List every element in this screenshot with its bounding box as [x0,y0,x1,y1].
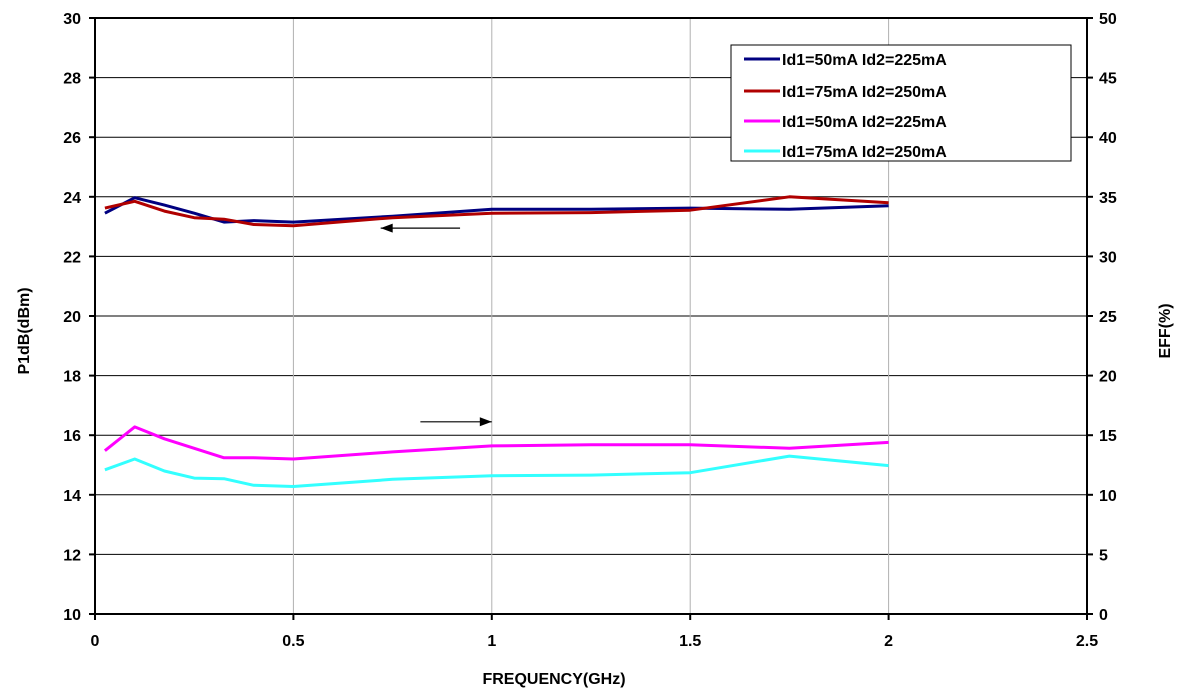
annotation-layer [380,223,492,427]
y-tick-label: 20 [63,309,81,326]
x-tick-label: 1 [487,633,496,650]
series-line-3 [103,425,889,461]
right-axis-ticks: 0 5 10 15 20 25 30 35 40 45 50 [1087,11,1117,624]
y2-tick-label: 50 [1099,11,1117,28]
legend: Id1=50mA Id2=225mA Id1=75mA Id2=250mA Id… [730,44,1072,162]
legend-item: Id1=50mA Id2=225mA [744,114,947,131]
series-layer [103,195,889,488]
y-tick-label: 24 [63,190,81,207]
x-tick-label: 0 [91,633,100,650]
legend-label: Id1=75mA Id2=250mA [782,144,947,161]
legend-box [730,44,1072,162]
y-tick-label: 18 [63,369,81,386]
y2-tick-label: 15 [1099,428,1117,445]
series-line-1 [104,196,889,224]
x-tick-label: 2 [884,633,893,650]
y2-tick-label: 25 [1099,309,1117,326]
y2-tick-label: 35 [1099,190,1117,207]
y-tick-label: 30 [63,11,81,28]
y-tick-label: 28 [63,71,81,88]
legend-item: Id1=75mA Id2=250mA [744,144,947,161]
arrow-head-left [380,223,393,233]
arrow-head-right [479,417,492,427]
y2-tick-label: 30 [1099,249,1117,266]
y-tick-label: 12 [63,547,81,564]
y2-axis-title: EFF(%) [1157,303,1174,358]
series-line-4 [104,454,889,488]
y-tick-label: 14 [63,488,81,505]
x-tick-label: 2.5 [1076,633,1098,650]
y2-tick-label: 10 [1099,488,1117,505]
legend-label: Id1=50mA Id2=225mA [782,52,947,69]
y-tick-label: 26 [63,130,81,147]
series-line-2 [104,195,889,228]
y-tick-label: 22 [63,249,81,266]
y2-tick-label: 40 [1099,130,1117,147]
legend-label: Id1=75mA Id2=250mA [782,84,947,101]
left-axis-ticks: 10 12 14 16 18 20 22 24 26 28 30 [63,11,95,624]
x-tick-label: 1.5 [679,633,701,650]
y2-tick-label: 45 [1099,71,1117,88]
x-tick-label: 0.5 [282,633,304,650]
y-axis-title: P1dB(dBm) [16,287,33,374]
y-tick-label: 16 [63,428,81,445]
x-axis-title: FREQUENCY(GHz) [482,671,625,688]
y2-tick-label: 5 [1099,547,1108,564]
x-axis-ticks: 0 0.5 1 1.5 2 2.5 [91,614,1098,650]
legend-item: Id1=75mA Id2=250mA [744,84,947,101]
legend-item: Id1=50mA Id2=225mA [744,52,947,69]
y-tick-label: 10 [63,607,81,624]
legend-label: Id1=50mA Id2=225mA [782,114,947,131]
y2-tick-label: 20 [1099,369,1117,386]
y2-tick-label: 0 [1099,607,1108,624]
